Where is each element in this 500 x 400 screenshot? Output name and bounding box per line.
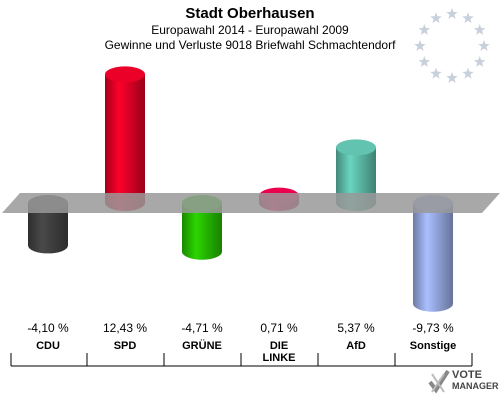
zero-baseline (2, 193, 500, 213)
category-label: GRÜNE (182, 340, 222, 352)
chart-subtitle-2: Gewinne und Verluste 9018 Briefwahl Schm… (104, 38, 396, 52)
eu-star (478, 40, 490, 51)
value-label: 12,43 % (102, 321, 148, 335)
eu-star (446, 72, 458, 83)
eu-star (446, 8, 458, 19)
eu-star (462, 12, 474, 24)
eu-star (474, 56, 486, 67)
category-label: DIE LINKE (262, 340, 296, 364)
category-label: SPD (113, 340, 137, 352)
value-label: 0,71 % (260, 321, 298, 335)
value-label: -4,10 % (27, 321, 69, 335)
eu-star (414, 40, 426, 51)
eu-star (418, 56, 430, 67)
eu-star (462, 67, 474, 79)
value-label: -9,73 % (412, 321, 454, 335)
logo-text-vote: VOTE (452, 369, 482, 381)
value-label: -4,71 % (181, 321, 223, 335)
category-label: CDU (36, 340, 60, 352)
eu-star (418, 24, 430, 35)
vote-manager-logo: VOTE MANAGER (428, 366, 499, 398)
logo-check-icon (428, 369, 450, 394)
chart-title: Stadt Oberhausen (185, 5, 315, 22)
eu-star (430, 67, 442, 79)
eu-stars-icon (414, 8, 490, 83)
eu-star (474, 24, 486, 35)
value-label: 5,37 % (337, 321, 375, 335)
category-label: Sonstige (409, 340, 457, 352)
bar-spd (105, 66, 145, 211)
logo-text-manager: MANAGER (452, 381, 499, 391)
category-label: AfD (346, 340, 366, 352)
eu-star (430, 12, 442, 24)
chart-subtitle-1: Europawahl 2014 - Europawahl 2009 (151, 23, 349, 37)
